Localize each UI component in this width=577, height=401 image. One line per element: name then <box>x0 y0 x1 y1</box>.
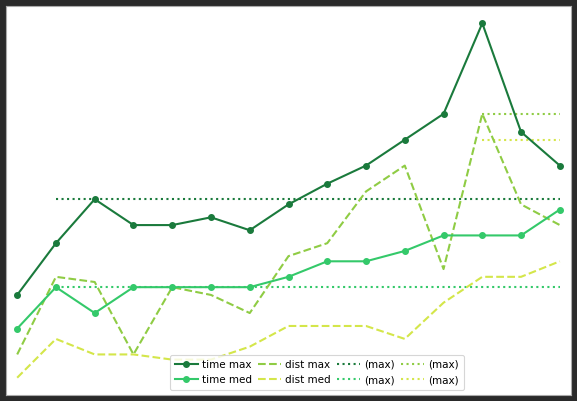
Legend: time max, time med, dist max, dist med, (max), (max), (max), (max): time max, time med, dist max, dist med, … <box>170 354 464 390</box>
